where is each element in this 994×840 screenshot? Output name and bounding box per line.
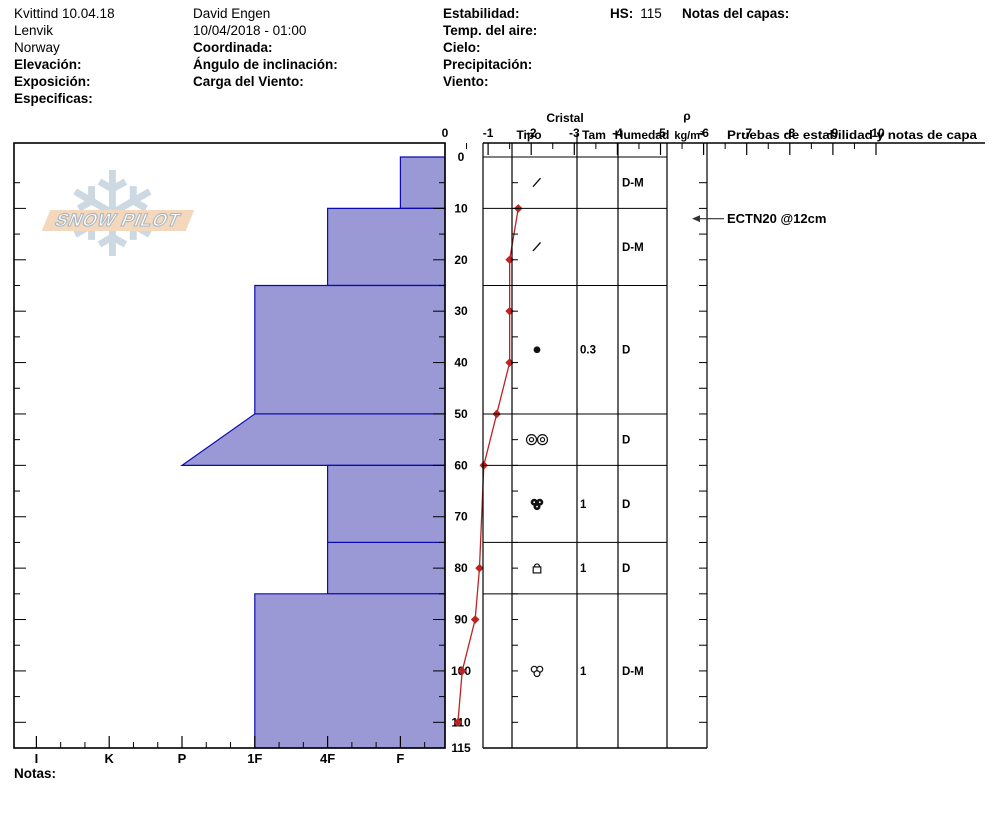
observer-name: David Engen: [193, 6, 271, 21]
grain-symbol-slash: [532, 177, 542, 188]
coordinates-label: Coordinada:: [193, 40, 273, 55]
grain-size-value: 1: [580, 666, 587, 678]
moisture-value: D-M: [622, 666, 644, 678]
header-col-conditions: Estabilidad: Temp. del aire: Cielo: Prec…: [443, 5, 537, 90]
hardness-axis-label: 4F: [320, 751, 335, 766]
hardness-axis-label: 1F: [247, 751, 262, 766]
moisture-value: D: [622, 563, 630, 575]
depth-axis-label: 40: [454, 356, 468, 370]
hardness-axis-label: I: [35, 751, 39, 766]
temp-axis-label: -7: [741, 126, 752, 140]
depth-axis-label: 80: [454, 561, 468, 575]
temperature-point: [475, 563, 484, 573]
depth-axis-label: 60: [454, 458, 468, 472]
depth-axis-label: 30: [454, 304, 468, 318]
moisture-value: D: [622, 345, 630, 357]
temp-axis-label: -10: [867, 126, 885, 140]
plot-frame: [13, 142, 446, 749]
hardness-axis-label: F: [396, 751, 404, 766]
sky-label: Cielo:: [443, 40, 481, 55]
precipitation-label: Precipitación:: [443, 57, 533, 72]
temp-axis-label: -1: [483, 126, 494, 140]
layer-bar: [254, 284, 446, 415]
pit-name: Kvittind 10.04.18: [14, 6, 115, 21]
layer-notes-label: Notas del capas:: [682, 6, 790, 21]
moisture-value: D-M: [622, 178, 644, 190]
layer-bar: [327, 541, 446, 595]
temperature-point: [505, 306, 514, 316]
col-header-tests: Pruebas de estabilidad y notas de capa: [727, 128, 977, 142]
temp-axis-label: -3: [569, 126, 580, 140]
grain-symbol-double-ring: [525, 434, 549, 446]
aspect-label: Exposición:: [14, 74, 91, 89]
grain-symbol-cluster-open: [530, 665, 544, 678]
hardness-axis-label: K: [105, 751, 115, 766]
depth-axis-label: 20: [454, 253, 468, 267]
moisture-value: D-M: [622, 242, 644, 254]
grain-symbol-slash: [532, 241, 542, 252]
temp-axis-label: -8: [784, 126, 795, 140]
layer-bar: [399, 156, 446, 209]
location: Lenvik: [14, 23, 54, 38]
temperature-point: [470, 615, 480, 624]
hs-label: HS:: [610, 6, 634, 21]
temp-axis-label: 0: [442, 126, 449, 140]
depth-axis-label: 0: [458, 150, 465, 164]
country: Norway: [14, 40, 60, 55]
specifics-label: Especificas:: [14, 91, 93, 106]
moisture-value: D: [622, 435, 630, 447]
temp-axis-label: -5: [655, 126, 666, 140]
moisture-value: D: [622, 499, 630, 511]
temperature-point: [453, 718, 463, 727]
air-temp-label: Temp. del aire:: [443, 23, 538, 38]
col-header-cristal: Cristal: [546, 111, 583, 125]
wind-loading-label: Carga del Viento:: [193, 74, 304, 89]
grain-size-value: 0.3: [580, 345, 596, 357]
col-header-tam: Tam: [582, 128, 606, 142]
col-header-rho-units: kg/m³: [674, 130, 704, 142]
temp-axis-label: -4: [612, 126, 623, 140]
grain-size-value: 1: [580, 499, 587, 511]
layer-bar: [327, 207, 446, 287]
col-header-humedad: Humedad: [615, 128, 670, 142]
hs-value: 115: [640, 6, 662, 21]
grain-symbol-dome-square: [532, 563, 542, 574]
header-col-observer: David Engen 10/04/2018 - 01:00 Coordinad…: [193, 5, 338, 90]
snow-height: HS: 115: [610, 5, 662, 22]
hardness-axis-label: P: [178, 751, 187, 766]
notes-label: Notas:: [14, 766, 57, 781]
depth-axis-label: 115: [451, 741, 471, 755]
temperature-point: [505, 255, 514, 265]
layer-bar: [254, 593, 446, 749]
depth-axis-label: 70: [454, 510, 468, 524]
observation-datetime: 10/04/2018 - 01:00: [193, 23, 307, 38]
grain-size-value: 1: [580, 563, 587, 575]
stability-label: Estabilidad:: [443, 6, 520, 21]
grain-symbol-cluster-filled: [530, 498, 544, 511]
temp-axis-label: -6: [698, 126, 709, 140]
temp-axis-label: -2: [526, 126, 537, 140]
wind-label: Viento:: [443, 74, 489, 89]
col-header-tipo: Tipo: [516, 128, 541, 142]
stability-test-label: ECTN20 @12cm: [727, 211, 826, 226]
layer-bar: [180, 413, 446, 466]
temperature-point: [505, 358, 514, 367]
depth-axis-label: 50: [454, 407, 468, 421]
slope-angle-label: Ángulo de inclinación:: [193, 57, 338, 72]
temperature-point: [457, 666, 467, 676]
layer-bar: [327, 464, 446, 544]
test-arrow-icon: [692, 215, 700, 223]
grain-symbol-filled-dot: [533, 346, 541, 354]
depth-axis-label: 10: [454, 201, 468, 215]
header-col-location: Kvittind 10.04.18 Lenvik Norway Elevació…: [14, 5, 115, 107]
temp-axis-label: -9: [828, 126, 839, 140]
col-header-rho: ρ: [683, 109, 690, 123]
depth-axis-label: 90: [454, 613, 468, 627]
elevation-label: Elevación:: [14, 57, 82, 72]
